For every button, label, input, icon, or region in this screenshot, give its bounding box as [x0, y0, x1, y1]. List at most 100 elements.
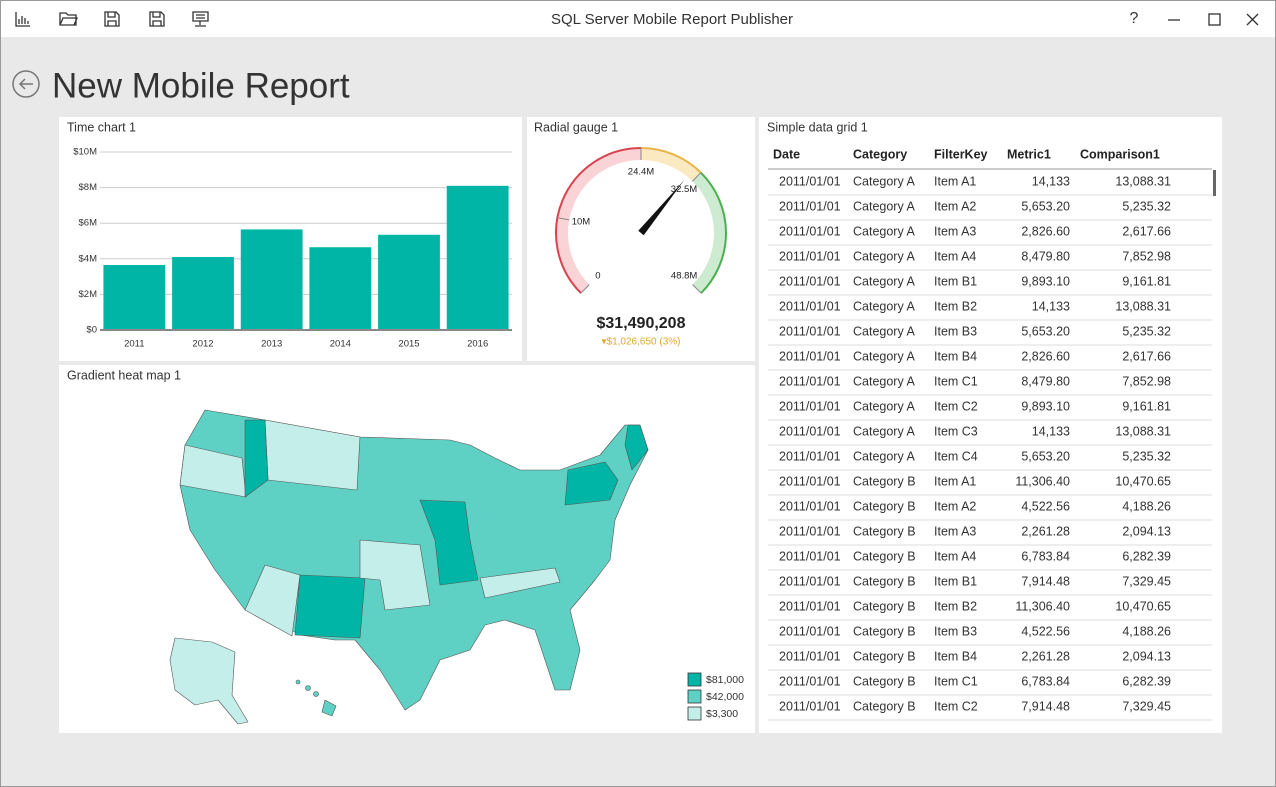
- gauge-tick-label: 32.5M: [671, 184, 697, 195]
- grid-cell: Item B1: [934, 574, 977, 588]
- open-button[interactable]: [59, 12, 78, 26]
- map-region-dark[interactable]: [419, 499, 479, 586]
- grid-cell: 2011/01/01: [779, 624, 841, 638]
- grid-cell: 11,306.40: [1015, 599, 1070, 613]
- legend-swatch: [687, 672, 702, 687]
- help-button[interactable]: ?: [1130, 10, 1139, 27]
- grid-cell: 2011/01/01: [779, 299, 841, 313]
- grid-cell: 13,088.31: [1115, 174, 1171, 188]
- map-region-dark[interactable]: [564, 461, 619, 506]
- grid-cell: Category A: [853, 249, 916, 263]
- grid-cell: 10,470.65: [1115, 474, 1171, 488]
- grid-cell: 2011/01/01: [779, 549, 841, 563]
- grid-cell: 14,133: [1032, 299, 1070, 313]
- grid-cell: 2011/01/01: [779, 199, 841, 213]
- map-region-light[interactable]: [479, 567, 561, 599]
- back-circle[interactable]: [12, 70, 40, 98]
- publish-button[interactable]: [192, 11, 209, 27]
- grid-cell: Item B2: [934, 599, 977, 613]
- grid-cell: 7,914.48: [1021, 699, 1070, 713]
- x-tick-label: 2016: [467, 339, 488, 350]
- grid-cell: 2,617.66: [1122, 349, 1171, 363]
- grid-cell: Item A3: [934, 224, 976, 238]
- back-button[interactable]: [12, 70, 40, 98]
- map-hawaii-island[interactable]: [295, 679, 301, 685]
- save-button[interactable]: [104, 11, 120, 27]
- grid-cell: 8,479.80: [1021, 249, 1070, 263]
- grid-cell: 11,306.40: [1015, 474, 1070, 488]
- legend-label: $42,000: [706, 691, 744, 703]
- gauge-zone: [641, 148, 701, 182]
- new-report-button[interactable]: [15, 12, 30, 27]
- map-region-dark[interactable]: [244, 419, 269, 498]
- maximize-button[interactable]: [1208, 13, 1221, 26]
- x-tick-label: 2011: [124, 339, 144, 350]
- grid-cell: 4,522.56: [1021, 624, 1070, 638]
- bar: [172, 257, 234, 330]
- bar: [378, 234, 440, 330]
- grid-cell: 2011/01/01: [779, 424, 841, 438]
- map-region-dark[interactable]: [624, 424, 649, 471]
- gauge-tick: [580, 284, 590, 294]
- grid-cell: Category A: [853, 174, 916, 188]
- grid-cell: 2011/01/01: [779, 374, 841, 388]
- grid-cell: Category B: [853, 624, 916, 638]
- grid-cell: Category B: [853, 599, 916, 613]
- x-tick-label: 2013: [261, 339, 282, 350]
- legend-label: $81,000: [706, 674, 744, 686]
- gauge-zone-edge: [555, 147, 642, 294]
- us-map: [169, 409, 649, 725]
- map-region-light[interactable]: [179, 444, 247, 498]
- grid-cell: Item B1: [934, 274, 977, 288]
- grid-cell: 2011/01/01: [779, 399, 841, 413]
- grid-cell: 2011/01/01: [779, 599, 841, 613]
- back-arrow[interactable]: [18, 78, 33, 90]
- legend-label: $3,300: [706, 708, 738, 720]
- grid-cell: 2,617.66: [1122, 224, 1171, 238]
- grid-cell: 2011/01/01: [779, 274, 841, 288]
- gauge-value: $31,490,208: [597, 315, 686, 332]
- grid-cell: 5,653.20: [1021, 324, 1070, 338]
- gauge-tick: [557, 217, 570, 221]
- map-region-light[interactable]: [244, 564, 301, 637]
- map-hawaii[interactable]: [321, 699, 337, 717]
- grid-cell: 6,282.39: [1122, 549, 1171, 563]
- gauge-zone: [692, 172, 726, 294]
- map-region-dark[interactable]: [294, 574, 366, 639]
- grid-cell: Item A4: [934, 549, 976, 563]
- grid-cell: Item A1: [934, 174, 976, 188]
- report-title: New Mobile Report: [52, 66, 350, 105]
- map-alaska[interactable]: [169, 637, 249, 725]
- grid-cell: 2011/01/01: [779, 449, 841, 463]
- x-tick-label: 2015: [398, 339, 419, 350]
- map-hawaii-island[interactable]: [313, 691, 319, 697]
- column-header: FilterKey: [934, 147, 988, 161]
- map-hawaii-island[interactable]: [305, 685, 311, 691]
- save-as-button[interactable]: [149, 11, 165, 27]
- grid-cell: 2011/01/01: [779, 224, 841, 238]
- heat-map-title: Gradient heat map 1: [67, 368, 181, 382]
- grid-cell: Item B2: [934, 299, 977, 313]
- gauge-tick-label: 48.8M: [671, 271, 697, 282]
- grid-cell: 14,133: [1032, 424, 1070, 438]
- map-region-light[interactable]: [359, 539, 431, 611]
- grid-cell: Category B: [853, 549, 916, 563]
- grid-cell: 5,653.20: [1021, 199, 1070, 213]
- grid-cell: Category A: [853, 224, 916, 238]
- grid-title: Simple data grid 1: [767, 120, 868, 134]
- bar: [240, 229, 303, 330]
- legend-swatch: [687, 689, 702, 704]
- grid-cell: 2011/01/01: [779, 524, 841, 538]
- grid-cell: Category B: [853, 674, 916, 688]
- title-bar: [1, 1, 1275, 37]
- close-button[interactable]: [1246, 13, 1259, 26]
- grid-cell: Category A: [853, 199, 916, 213]
- bar: [446, 185, 509, 330]
- grid-cell: 2,261.28: [1021, 649, 1070, 663]
- gauge-tick-label: 10M: [572, 217, 591, 228]
- y-tick-label: $10M: [73, 147, 97, 158]
- grid-cell: 9,161.81: [1122, 399, 1171, 413]
- gauge-zone-edge: [700, 171, 727, 294]
- gauge-tick: [692, 284, 702, 294]
